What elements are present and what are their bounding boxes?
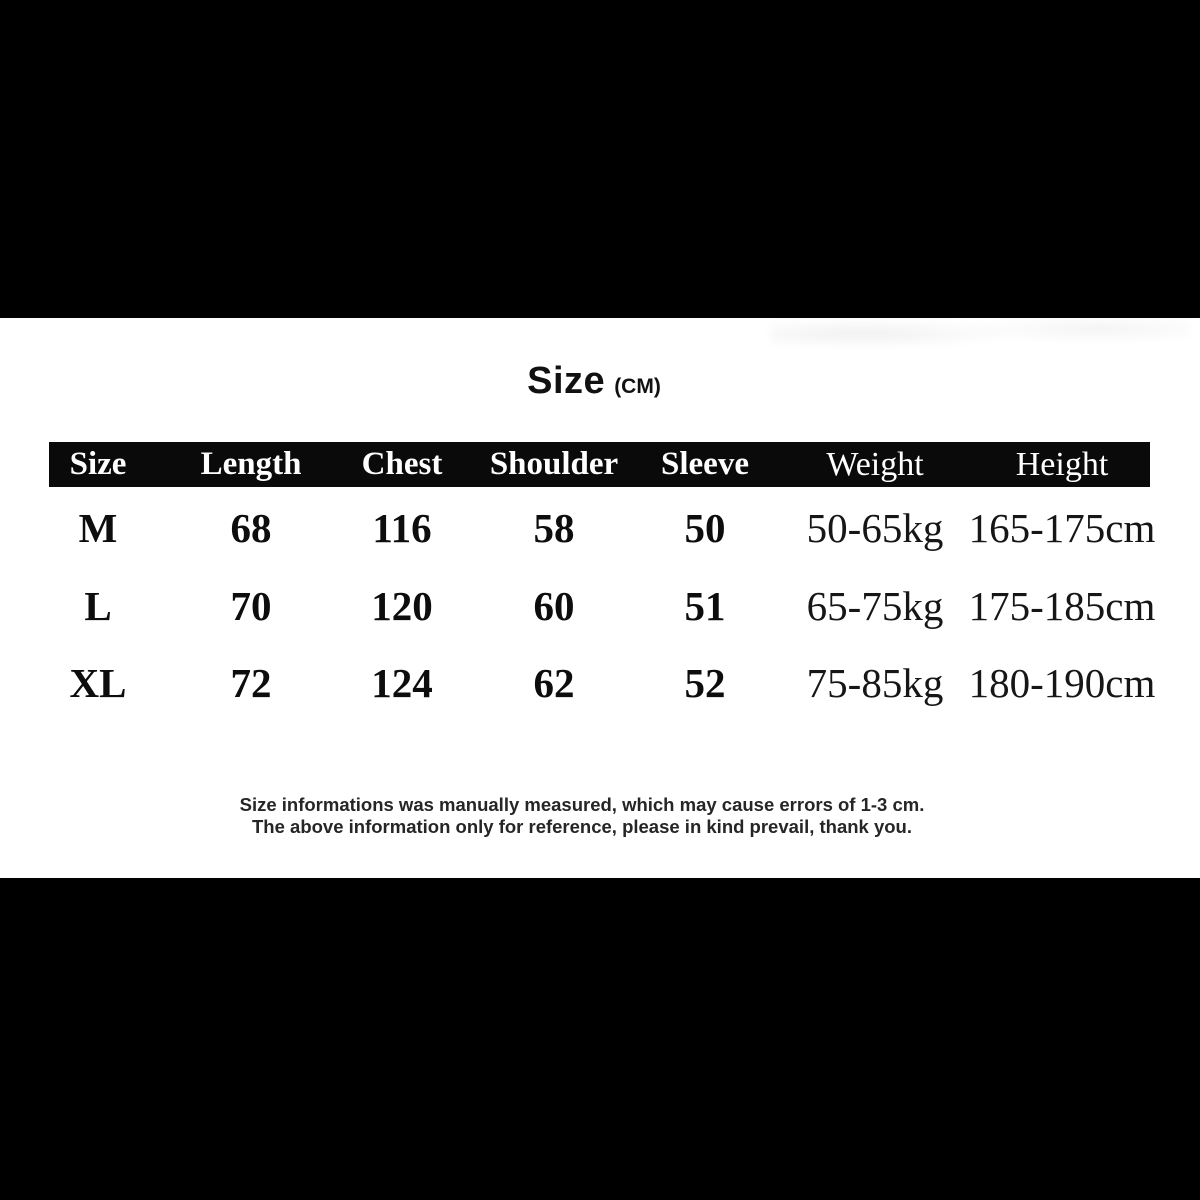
table-header-bar [49, 442, 1150, 487]
cell-m-sleeve: 50 [684, 505, 726, 551]
page-title-unit: (CM) [614, 375, 661, 398]
cell-xl-length: 72 [230, 660, 272, 706]
cell-xl-weight: 75-85kg [806, 660, 944, 706]
page-title-text: Size [527, 360, 606, 402]
cell-l-length: 70 [230, 583, 272, 629]
header-cell-length: Length [200, 446, 302, 482]
header-cell-size: Size [69, 446, 127, 482]
cell-l-size: L [84, 583, 112, 629]
measurement-note: Size informations was manually measured,… [0, 794, 1164, 838]
cell-xl-shoulder: 62 [533, 660, 575, 706]
measurement-note-line2: The above information only for reference… [252, 816, 912, 837]
cell-xl-size: XL [69, 660, 127, 706]
cell-m-size: M [78, 505, 118, 551]
cell-xl-height: 180-190cm [968, 660, 1156, 706]
cell-xl-sleeve: 52 [684, 660, 726, 706]
header-cell-chest: Chest [361, 446, 443, 482]
cell-l-weight: 65-75kg [806, 583, 944, 629]
header-cell-weight: Weight [826, 446, 924, 483]
cell-m-weight: 50-65kg [806, 505, 944, 551]
content-panel [0, 318, 1200, 878]
measurement-note-line1: Size informations was manually measured,… [239, 794, 925, 815]
cell-l-sleeve: 51 [684, 583, 726, 629]
shadow-artifact [770, 316, 1190, 360]
cell-m-chest: 116 [372, 505, 432, 551]
cell-m-height: 165-175cm [968, 505, 1156, 551]
header-cell-height: Height [1015, 446, 1109, 483]
cell-xl-chest: 124 [371, 660, 433, 706]
cell-m-shoulder: 58 [533, 505, 575, 551]
cell-l-shoulder: 60 [533, 583, 575, 629]
page-title: Size (CM) [0, 360, 1188, 403]
cell-m-length: 68 [230, 505, 272, 551]
header-cell-shoulder: Shoulder [489, 446, 619, 482]
cell-l-chest: 120 [371, 583, 433, 629]
cell-l-height: 175-185cm [968, 583, 1156, 629]
header-cell-sleeve: Sleeve [661, 446, 749, 482]
